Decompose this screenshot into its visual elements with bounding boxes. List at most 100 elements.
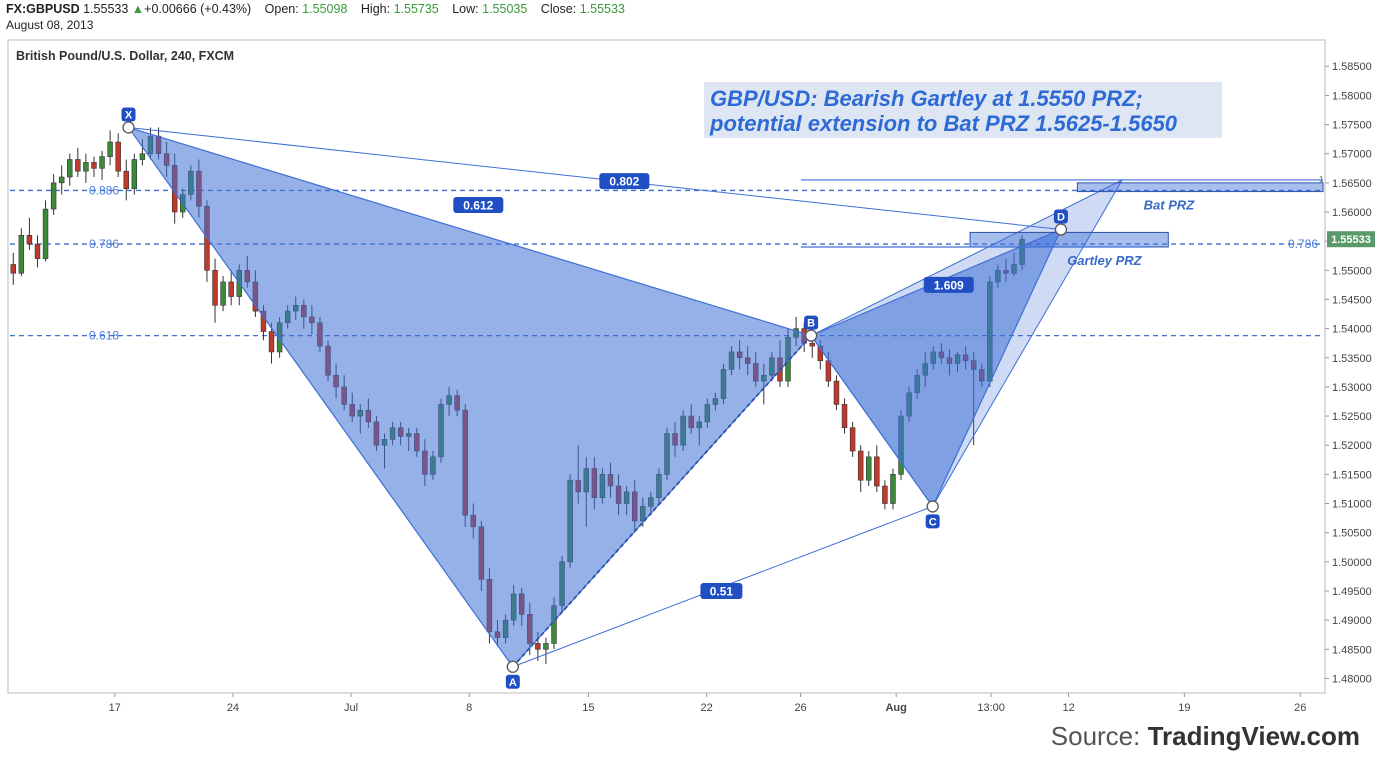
pattern-point-label: A: [509, 677, 517, 689]
ratio-label: 0.51: [710, 584, 734, 598]
ratio-label: 0.802: [609, 175, 639, 189]
price-tick-label: 1.52500: [1332, 411, 1372, 423]
price-tick-label: 1.56500: [1332, 178, 1372, 190]
price-tick-label: 1.55000: [1332, 265, 1372, 277]
price-tick-label: 1.51000: [1332, 499, 1372, 511]
candle-body: [841, 404, 848, 429]
pattern-point-badge: [1053, 209, 1068, 224]
candle-body: [34, 243, 41, 259]
candle-body: [882, 485, 888, 504]
last-price: 1.55533: [83, 2, 129, 16]
high-value: 1.55735: [393, 2, 439, 16]
candle-body: [67, 159, 73, 178]
prz-zone-box: [969, 231, 1169, 248]
time-tick-label: 13:00: [977, 702, 1005, 714]
time-tick-label: 22: [701, 702, 713, 714]
fib-level-label: 0.618: [89, 329, 119, 343]
price-tick-label: 1.50000: [1332, 557, 1372, 569]
low-value: 1.55035: [482, 2, 528, 16]
tradingview-logo: TradingView.com: [1147, 721, 1360, 751]
pattern-point-label: C: [929, 516, 937, 528]
price-tick-label: 1.54500: [1332, 294, 1372, 306]
time-tick-label: Jul: [344, 702, 358, 714]
pattern-point-label: D: [1057, 211, 1065, 223]
time-tick-label: 19: [1178, 702, 1190, 714]
last-price-badge: [1327, 231, 1375, 248]
pattern-point-marker: [926, 500, 939, 513]
time-tick-label: 24: [227, 702, 239, 714]
zone-one-label: 1: [1319, 175, 1324, 184]
up-arrow-icon: ▲: [131, 2, 145, 16]
xab-triangle: [126, 126, 813, 668]
candle-body: [825, 360, 832, 382]
fib-level-label: 0.886: [89, 183, 119, 197]
candle-body: [228, 281, 234, 297]
candle-body: [833, 380, 840, 405]
price-tick-label: 1.56000: [1332, 207, 1372, 219]
time-axis[interactable]: 17 24 Jul 8 15 22 26 Aug 13:00 12 19 26: [109, 693, 1307, 714]
ab-leg-dashed: [512, 334, 812, 668]
source-credit: Source: TradingView.com: [1051, 721, 1360, 752]
ratio-badge: [923, 276, 974, 293]
price-tick-label: 1.52000: [1332, 440, 1372, 452]
price-change: +0.00666 (+0.43%): [144, 2, 252, 16]
candle-body: [849, 427, 856, 452]
pattern-point-label: B: [807, 318, 815, 330]
close-value: 1.55533: [579, 2, 625, 16]
annotation-line-2: potential extension to Bat PRZ 1.5625-1.…: [709, 111, 1178, 136]
price-tick-label: 1.50500: [1332, 528, 1372, 540]
candle-body: [42, 208, 49, 259]
source-prefix: Source:: [1050, 721, 1148, 751]
candle-body: [91, 162, 97, 169]
prz-zone-label: Gartley PRZ: [1067, 253, 1142, 268]
prz-zone-box: [1076, 182, 1324, 193]
bat-extension-triangle: [810, 178, 1124, 508]
candle-body: [268, 331, 275, 353]
ratio-label: 0.612: [463, 198, 493, 212]
time-tick-label: 17: [109, 702, 121, 714]
pattern-point-label: X: [125, 109, 133, 121]
candle-body: [18, 235, 25, 274]
pattern-point-marker: [804, 329, 818, 342]
last-price-label: 1.55533: [1331, 234, 1371, 246]
ratio-badge: [599, 173, 650, 190]
ratio-badge: [453, 196, 504, 213]
candle-body: [99, 156, 105, 169]
open-value: 1.55098: [302, 2, 348, 16]
price-tick-label: 1.58000: [1332, 90, 1372, 102]
price-tick-label: 1.54000: [1332, 324, 1372, 336]
candle-body: [809, 342, 815, 347]
candle-body: [75, 159, 81, 172]
candle-body: [890, 474, 896, 504]
price-tick-label: 1.53000: [1332, 382, 1372, 394]
price-tick-label: 1.49000: [1332, 615, 1372, 627]
prz-zones: Bat PRZ Gartley PRZ 1: [800, 175, 1324, 268]
candle-body: [123, 170, 129, 189]
candle-body: [535, 643, 541, 650]
candle-body: [58, 176, 65, 184]
harmonic-pattern: [126, 126, 1124, 668]
candle-body: [866, 456, 872, 481]
symbol-info-bar: FX:GBPUSD 1.55533 ▲+0.00666 (+0.43%) Ope…: [6, 2, 625, 16]
candle-body: [131, 159, 138, 189]
close-label: Close:: [540, 2, 577, 16]
pattern-point-marker: [122, 121, 135, 134]
time-tick-label: 26: [794, 702, 806, 714]
ratio-label: 1.609: [934, 278, 964, 292]
candle-body: [26, 235, 33, 245]
candle-body: [10, 264, 16, 274]
candle-body: [83, 162, 89, 172]
ratio-badge: [700, 582, 743, 599]
price-tick-label: 1.58500: [1332, 61, 1372, 73]
price-tick-label: 1.57000: [1332, 149, 1372, 161]
symbol-name[interactable]: FX:GBPUSD: [6, 2, 80, 16]
pattern-point-badge: [121, 107, 136, 122]
candle-body: [543, 643, 549, 650]
price-tick-label: 1.57500: [1332, 120, 1372, 132]
time-tick-label: 8: [466, 702, 472, 714]
fib-level-label: 0.786: [89, 237, 119, 251]
price-axis[interactable]: 1.58500 1.58000 1.57500 1.57000 1.56500 1.560…: [1325, 61, 1372, 685]
last-price-marker: 1.55533: [1327, 231, 1375, 248]
fib-right-label: 0.786: [1288, 237, 1318, 251]
